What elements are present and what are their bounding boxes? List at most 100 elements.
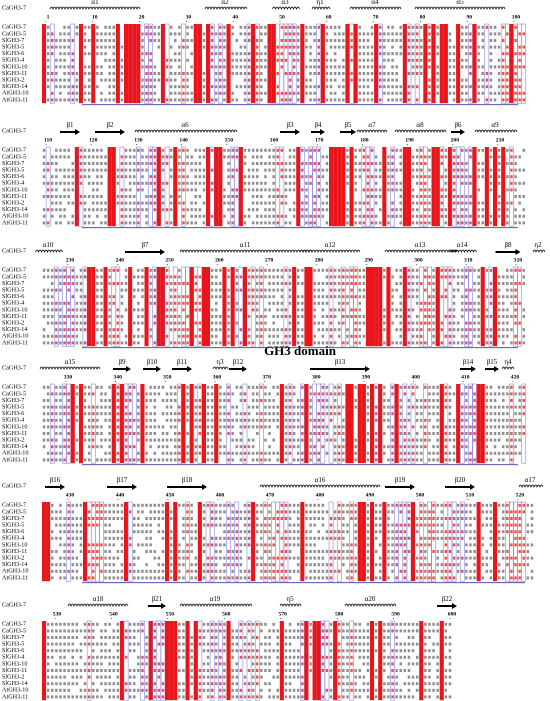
sequence-name: SlGH3-5 [2, 287, 24, 294]
residue [448, 412, 452, 416]
similar-residue [444, 399, 448, 402]
residue [338, 334, 341, 338]
similar-residue [260, 334, 263, 338]
residue [497, 72, 501, 75]
residue [165, 405, 169, 409]
similar-residue [424, 418, 427, 422]
similar-residue [153, 195, 156, 198]
ruler-dot: . [515, 261, 517, 267]
residue [239, 517, 243, 520]
residue [383, 58, 386, 62]
residue [42, 288, 46, 292]
residue [161, 168, 165, 172]
residue [59, 321, 62, 325]
similar-residue [120, 155, 124, 159]
residue [51, 321, 54, 325]
similar-residue [456, 214, 460, 218]
residue [42, 315, 46, 318]
similar-residue [350, 556, 353, 560]
ruler-number: 460 [216, 492, 225, 498]
residue [301, 328, 304, 332]
residue [342, 98, 345, 102]
residue [448, 432, 452, 435]
residue [477, 52, 480, 56]
residue [387, 72, 390, 75]
conserved-column [370, 267, 375, 347]
similar-residue [313, 432, 316, 435]
residue [256, 288, 259, 292]
similar-residue [350, 569, 353, 573]
residue [264, 392, 267, 396]
residue [395, 208, 398, 212]
residue [186, 445, 189, 449]
residue [55, 649, 58, 653]
sequence-name: SlGH3-11 [2, 193, 27, 200]
ruler-dot: . [224, 615, 226, 621]
similar-residue [67, 425, 70, 429]
residue [186, 432, 189, 435]
residue [477, 221, 480, 225]
residue [502, 328, 505, 332]
similar-column [62, 383, 67, 464]
ruler-dot: . [181, 141, 183, 147]
residue [153, 385, 156, 389]
similar-residue [428, 321, 431, 325]
residue [51, 655, 54, 659]
residue [55, 662, 58, 666]
residue [288, 168, 292, 172]
similar-residue [444, 392, 448, 396]
similar-residue [186, 517, 189, 520]
residue [264, 412, 267, 416]
residue [399, 432, 402, 435]
residue [522, 328, 525, 332]
similar-residue [116, 321, 120, 325]
residue [108, 543, 111, 547]
similar-residue [210, 543, 214, 547]
residue [198, 181, 202, 185]
residue [485, 288, 489, 292]
residue [379, 556, 382, 560]
similar-residue [518, 341, 521, 345]
residue [46, 65, 50, 69]
conserved-column [308, 267, 313, 347]
similar-column [209, 23, 215, 104]
similar-residue [329, 556, 333, 560]
residue [321, 308, 325, 312]
similar-residue [428, 536, 431, 540]
conserved-column [476, 502, 481, 582]
similar-residue [452, 517, 456, 520]
residue [42, 295, 46, 299]
residue [518, 451, 521, 455]
residue [448, 385, 452, 389]
residue [145, 432, 148, 435]
similar-residue [198, 275, 202, 279]
residue [42, 425, 46, 429]
residue [366, 65, 370, 69]
residue [128, 155, 132, 159]
helix-coil [49, 6, 141, 10]
residue [297, 517, 300, 520]
residue [206, 425, 210, 429]
residue [247, 301, 251, 305]
similar-residue [149, 181, 152, 185]
structure-element-label: α1 [91, 0, 99, 6]
residue [481, 45, 484, 49]
similar-residue [317, 45, 320, 49]
residue [104, 576, 107, 580]
residue [465, 175, 468, 179]
beta-strand-head [351, 129, 356, 135]
residue [231, 530, 234, 534]
similar-residue [461, 168, 464, 172]
residue [108, 45, 111, 49]
residue [346, 282, 349, 285]
residue [399, 208, 402, 212]
residue [63, 58, 66, 62]
similar-residue [231, 148, 234, 152]
similar-residue [317, 458, 320, 462]
residue [321, 208, 325, 212]
residue [75, 334, 79, 338]
residue [329, 85, 333, 89]
similar-residue [403, 530, 407, 534]
similar-residue [210, 32, 214, 36]
similar-residue [407, 295, 411, 299]
